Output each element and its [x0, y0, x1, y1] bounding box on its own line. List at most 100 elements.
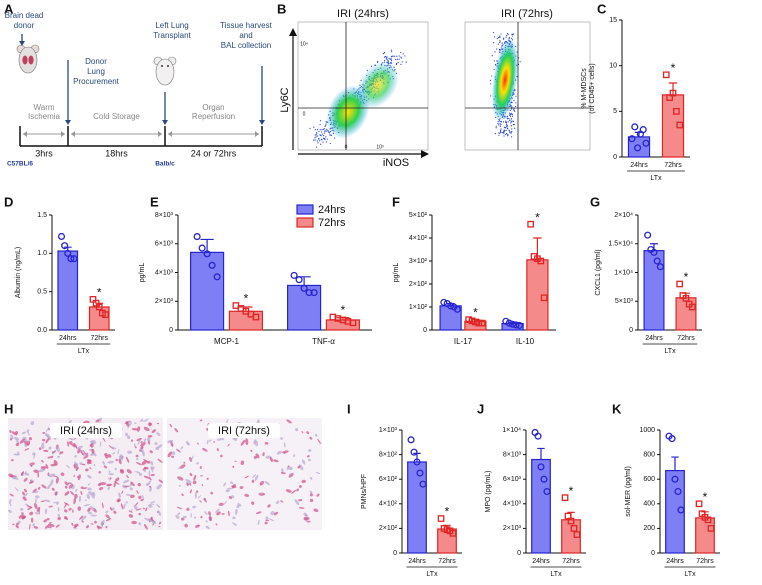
event: [393, 55, 396, 57]
error-bar: [297, 276, 311, 286]
y-axis-label: PMNs/HPF: [361, 474, 368, 509]
event: [513, 109, 515, 111]
tissue: [316, 493, 320, 497]
event: [383, 56, 386, 58]
tissue: [37, 472, 40, 478]
event: [500, 121, 502, 123]
tissue: [77, 474, 81, 481]
tissue: [101, 502, 104, 509]
tissue: [226, 487, 233, 490]
event: [506, 32, 509, 35]
event: [509, 114, 511, 117]
event: [318, 130, 320, 133]
label: 0: [303, 111, 306, 117]
bar: [695, 517, 715, 554]
event: [496, 38, 498, 40]
data-point: [704, 516, 712, 524]
event: [495, 127, 497, 129]
y-tick-label: 400: [643, 501, 655, 508]
tissue: [141, 419, 144, 422]
arrow-head: [19, 41, 25, 46]
tissue: [129, 487, 133, 491]
event: [502, 38, 505, 40]
x-tick-label: 24hrs: [59, 335, 77, 342]
data-point: [515, 321, 523, 329]
event: [505, 36, 507, 38]
panel-letter: C: [597, 1, 607, 16]
y-tick-label: 0: [613, 154, 617, 161]
tissue: [137, 482, 141, 487]
event: [322, 141, 324, 143]
tissue: [125, 493, 132, 496]
tissue: [65, 517, 69, 520]
tissue: [20, 470, 24, 476]
tissue: [60, 472, 65, 477]
tissue: [232, 465, 235, 468]
tissue: [29, 511, 34, 516]
tissue: [138, 522, 142, 526]
tissue: [114, 467, 117, 471]
event: [325, 141, 327, 143]
tissue: [74, 493, 78, 499]
tissue: [183, 461, 186, 464]
data-point: [688, 303, 696, 311]
bar: [57, 250, 79, 331]
tissue: [56, 445, 60, 453]
label: Donor: [85, 57, 107, 66]
event: [390, 49, 393, 51]
tissue: [33, 502, 38, 510]
event: [390, 59, 393, 62]
tissue: [109, 506, 113, 511]
tissue: [158, 479, 164, 484]
tissue: [130, 509, 133, 513]
event: [498, 37, 500, 39]
event: [317, 142, 319, 144]
event: [401, 61, 403, 63]
tissue: [155, 446, 160, 451]
tissue: [293, 454, 296, 457]
tissue: [206, 477, 209, 480]
tissue: [286, 465, 289, 471]
tissue: [150, 473, 155, 477]
tissue: [97, 482, 101, 487]
tissue: [38, 507, 40, 515]
tissue: [32, 523, 35, 527]
tissue: [115, 477, 120, 482]
tissue: [244, 475, 249, 479]
tissue: [44, 508, 47, 515]
tissue: [81, 520, 84, 523]
data-point: [509, 320, 517, 328]
event: [498, 48, 501, 51]
tissue: [41, 459, 44, 463]
y-tick-label: 0.0: [37, 327, 47, 334]
tissue: [149, 485, 152, 488]
event: [510, 112, 513, 114]
event: [502, 121, 505, 123]
bar: [665, 469, 685, 554]
tissue: [71, 443, 77, 448]
mouse-icon: [153, 56, 177, 86]
label: Transplant: [153, 31, 191, 40]
tissue: [264, 481, 271, 486]
tissue: [143, 468, 146, 473]
tissue: [265, 455, 272, 459]
tissue: [59, 451, 64, 454]
event: [494, 51, 496, 53]
event: [508, 117, 510, 120]
y-tick-label: 1.5×10⁴: [608, 241, 633, 248]
tissue: [55, 524, 60, 528]
tissue: [143, 426, 150, 432]
y-tick-label: 0: [651, 550, 655, 557]
tissue: [76, 476, 80, 478]
tissue: [189, 482, 192, 486]
event: [325, 128, 327, 130]
significance: *: [473, 306, 478, 320]
tissue: [89, 506, 95, 511]
tissue: [210, 491, 213, 495]
event: [505, 132, 508, 135]
tissue: [298, 485, 302, 489]
label: 0: [345, 144, 348, 150]
event: [509, 115, 512, 117]
tissue: [239, 486, 244, 490]
x-tick-label: TNF-α: [312, 337, 335, 346]
